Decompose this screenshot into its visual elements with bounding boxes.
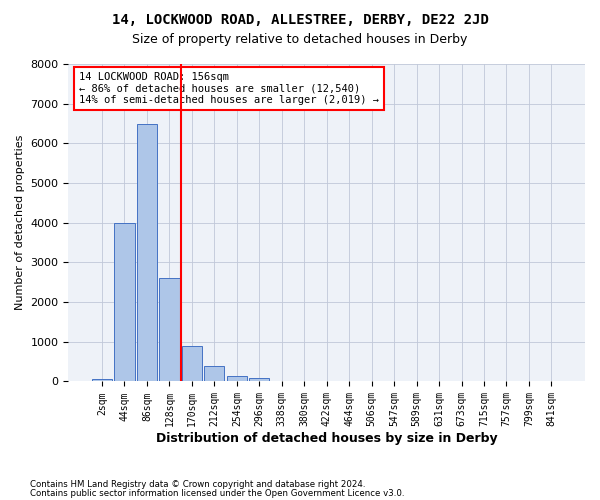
Bar — [137, 124, 157, 382]
Bar — [115, 222, 134, 382]
Bar — [204, 366, 224, 382]
Bar — [249, 378, 269, 382]
X-axis label: Distribution of detached houses by size in Derby: Distribution of detached houses by size … — [156, 432, 497, 445]
Y-axis label: Number of detached properties: Number of detached properties — [15, 135, 25, 310]
Bar — [182, 346, 202, 382]
Bar — [227, 376, 247, 382]
Text: 14, LOCKWOOD ROAD, ALLESTREE, DERBY, DE22 2JD: 14, LOCKWOOD ROAD, ALLESTREE, DERBY, DE2… — [112, 12, 488, 26]
Text: Contains public sector information licensed under the Open Government Licence v3: Contains public sector information licen… — [30, 489, 404, 498]
Bar — [159, 278, 179, 382]
Bar — [92, 380, 112, 382]
Text: 14 LOCKWOOD ROAD: 156sqm
← 86% of detached houses are smaller (12,540)
14% of se: 14 LOCKWOOD ROAD: 156sqm ← 86% of detach… — [79, 72, 379, 105]
Text: Size of property relative to detached houses in Derby: Size of property relative to detached ho… — [133, 32, 467, 46]
Text: Contains HM Land Registry data © Crown copyright and database right 2024.: Contains HM Land Registry data © Crown c… — [30, 480, 365, 489]
